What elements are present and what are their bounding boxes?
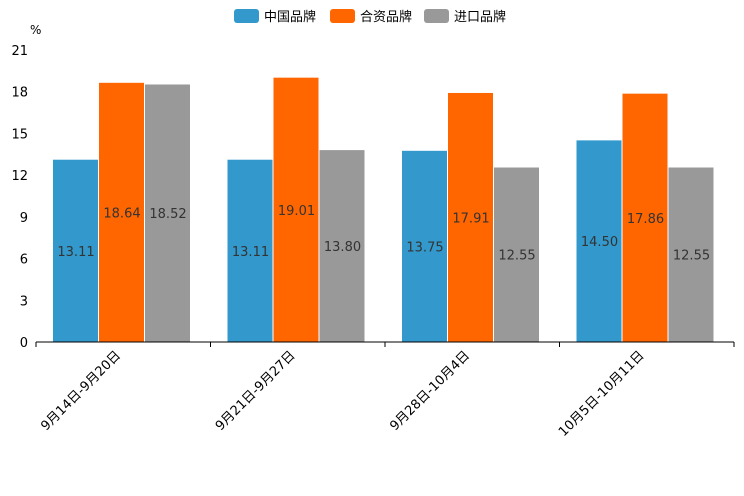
x-category-label: 9月14日-9月20日 xyxy=(38,348,124,434)
bar xyxy=(622,93,668,342)
x-category-label: 9月28日-10月4日 xyxy=(387,348,473,434)
legend-label: 合资品牌 xyxy=(360,9,412,25)
y-axis: 0 3 6 9 12 15 18 21 xyxy=(11,44,28,351)
bar xyxy=(448,92,493,342)
bar xyxy=(494,167,539,342)
bar xyxy=(668,167,714,342)
bars xyxy=(53,77,714,343)
bar-value-label: 13.11 xyxy=(57,245,94,260)
y-tick-label: 18 xyxy=(11,86,28,101)
bar xyxy=(145,84,190,342)
y-tick-label: 6 xyxy=(20,253,28,268)
bar-value-label: 13.11 xyxy=(232,245,269,260)
legend-swatch xyxy=(234,9,259,23)
bar xyxy=(273,77,319,343)
legend-swatch xyxy=(330,9,355,23)
bar xyxy=(319,150,365,342)
bar-value-label: 13.75 xyxy=(406,240,443,255)
legend: 中国品牌 合资品牌 进口品牌 xyxy=(234,9,506,25)
bar xyxy=(227,159,273,342)
bar-value-label: 13.80 xyxy=(324,240,361,255)
bar xyxy=(53,159,98,342)
y-axis-unit: % xyxy=(30,23,41,37)
x-category-label: 9月21日-9月27日 xyxy=(213,348,299,434)
bar xyxy=(576,140,622,342)
y-tick-label: 3 xyxy=(20,294,28,309)
bar-value-label: 19.01 xyxy=(278,204,315,219)
bar-value-label: 12.55 xyxy=(498,249,535,264)
y-tick-label: 0 xyxy=(20,336,28,351)
legend-label: 中国品牌 xyxy=(264,9,316,25)
y-tick-label: 15 xyxy=(11,127,28,142)
bar-value-label: 17.91 xyxy=(452,211,489,226)
y-tick-label: 12 xyxy=(11,169,28,184)
legend-label: 进口品牌 xyxy=(454,9,506,25)
bar-value-label: 17.86 xyxy=(627,212,664,227)
data-labels: 13.11 13.11 13.75 14.50 18.64 19.01 17.91 17.86… xyxy=(57,204,710,264)
y-tick-label: 21 xyxy=(11,44,28,59)
bar-value-label: 12.55 xyxy=(673,249,710,264)
bar-value-label: 18.64 xyxy=(103,206,140,221)
bar xyxy=(402,150,447,342)
bar-value-label: 18.52 xyxy=(149,207,186,222)
y-tick-label: 9 xyxy=(20,211,28,226)
bar-value-label: 14.50 xyxy=(581,235,618,250)
legend-swatch xyxy=(424,9,449,23)
bar xyxy=(99,82,144,342)
x-axis: 9月14日-9月20日 9月21日-9月27日 9月28日-10月4日 10月5日-1… xyxy=(35,342,735,440)
x-category-label: 10月5日-10月11日 xyxy=(556,348,648,440)
